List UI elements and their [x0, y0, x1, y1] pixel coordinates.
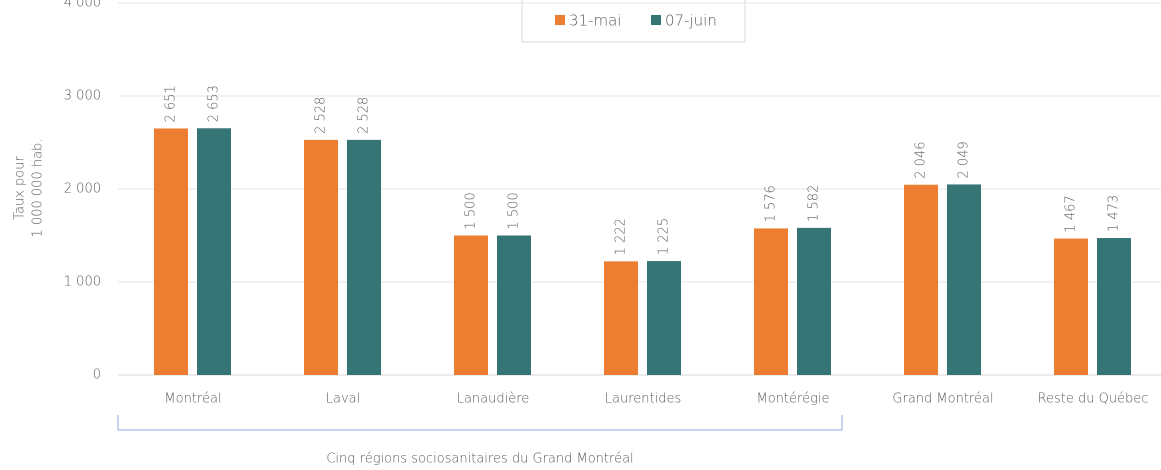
legend-swatch [555, 15, 565, 25]
y-axis-title: 1 000 000 hab. [31, 139, 46, 238]
value-label: 1 473 [1107, 195, 1122, 232]
bar [604, 261, 638, 375]
value-label: 1 576 [764, 185, 779, 222]
bar [947, 184, 981, 375]
legend-label: 31-mai [569, 12, 621, 30]
value-label: 1 500 [507, 192, 522, 229]
x-tick-label: Laurentides [605, 392, 681, 407]
group-bracket [117, 415, 843, 431]
x-tick-label: Grand Montréal [892, 392, 993, 407]
group-label: Cinq régions sociosanitaires du Grand Mo… [326, 452, 633, 467]
value-label: 2 049 [957, 141, 972, 178]
value-label: 1 225 [657, 218, 672, 255]
value-label: 2 528 [314, 97, 329, 134]
bar [1054, 238, 1088, 375]
bar [497, 235, 531, 375]
x-tick-label: Laval [326, 392, 360, 407]
bar [797, 227, 831, 375]
bar [1097, 238, 1131, 375]
y-tick-label: 2 000 [64, 182, 101, 197]
y-tick-label: 4 000 [64, 0, 101, 11]
bar [197, 128, 231, 375]
y-tick-label: 1 000 [64, 275, 101, 290]
value-label: 2 653 [207, 85, 222, 122]
bar [347, 139, 381, 375]
y-axis-title: Taux pour [13, 156, 28, 220]
value-label: 2 046 [914, 142, 929, 179]
bar [904, 184, 938, 375]
value-label: 1 500 [464, 192, 479, 229]
value-label: 2 651 [164, 85, 179, 122]
x-tick-label: Montérégie [757, 392, 830, 407]
value-label: 1 582 [807, 185, 822, 222]
bar [647, 261, 681, 375]
value-label: 1 222 [614, 218, 629, 255]
x-tick-label: Lanaudière [457, 392, 530, 407]
x-tick-label: Montréal [164, 392, 221, 407]
x-tick-label: Reste du Québec [1038, 392, 1149, 407]
bar [454, 235, 488, 375]
bar [304, 139, 338, 375]
legend-label: 07-juin [665, 12, 717, 30]
bar [754, 228, 788, 375]
y-tick-label: 3 000 [64, 89, 101, 104]
bar [154, 128, 188, 375]
legend-swatch [651, 15, 661, 25]
value-label: 2 528 [357, 97, 372, 134]
value-label: 1 467 [1064, 195, 1079, 232]
y-tick-label: 0 [93, 368, 101, 383]
